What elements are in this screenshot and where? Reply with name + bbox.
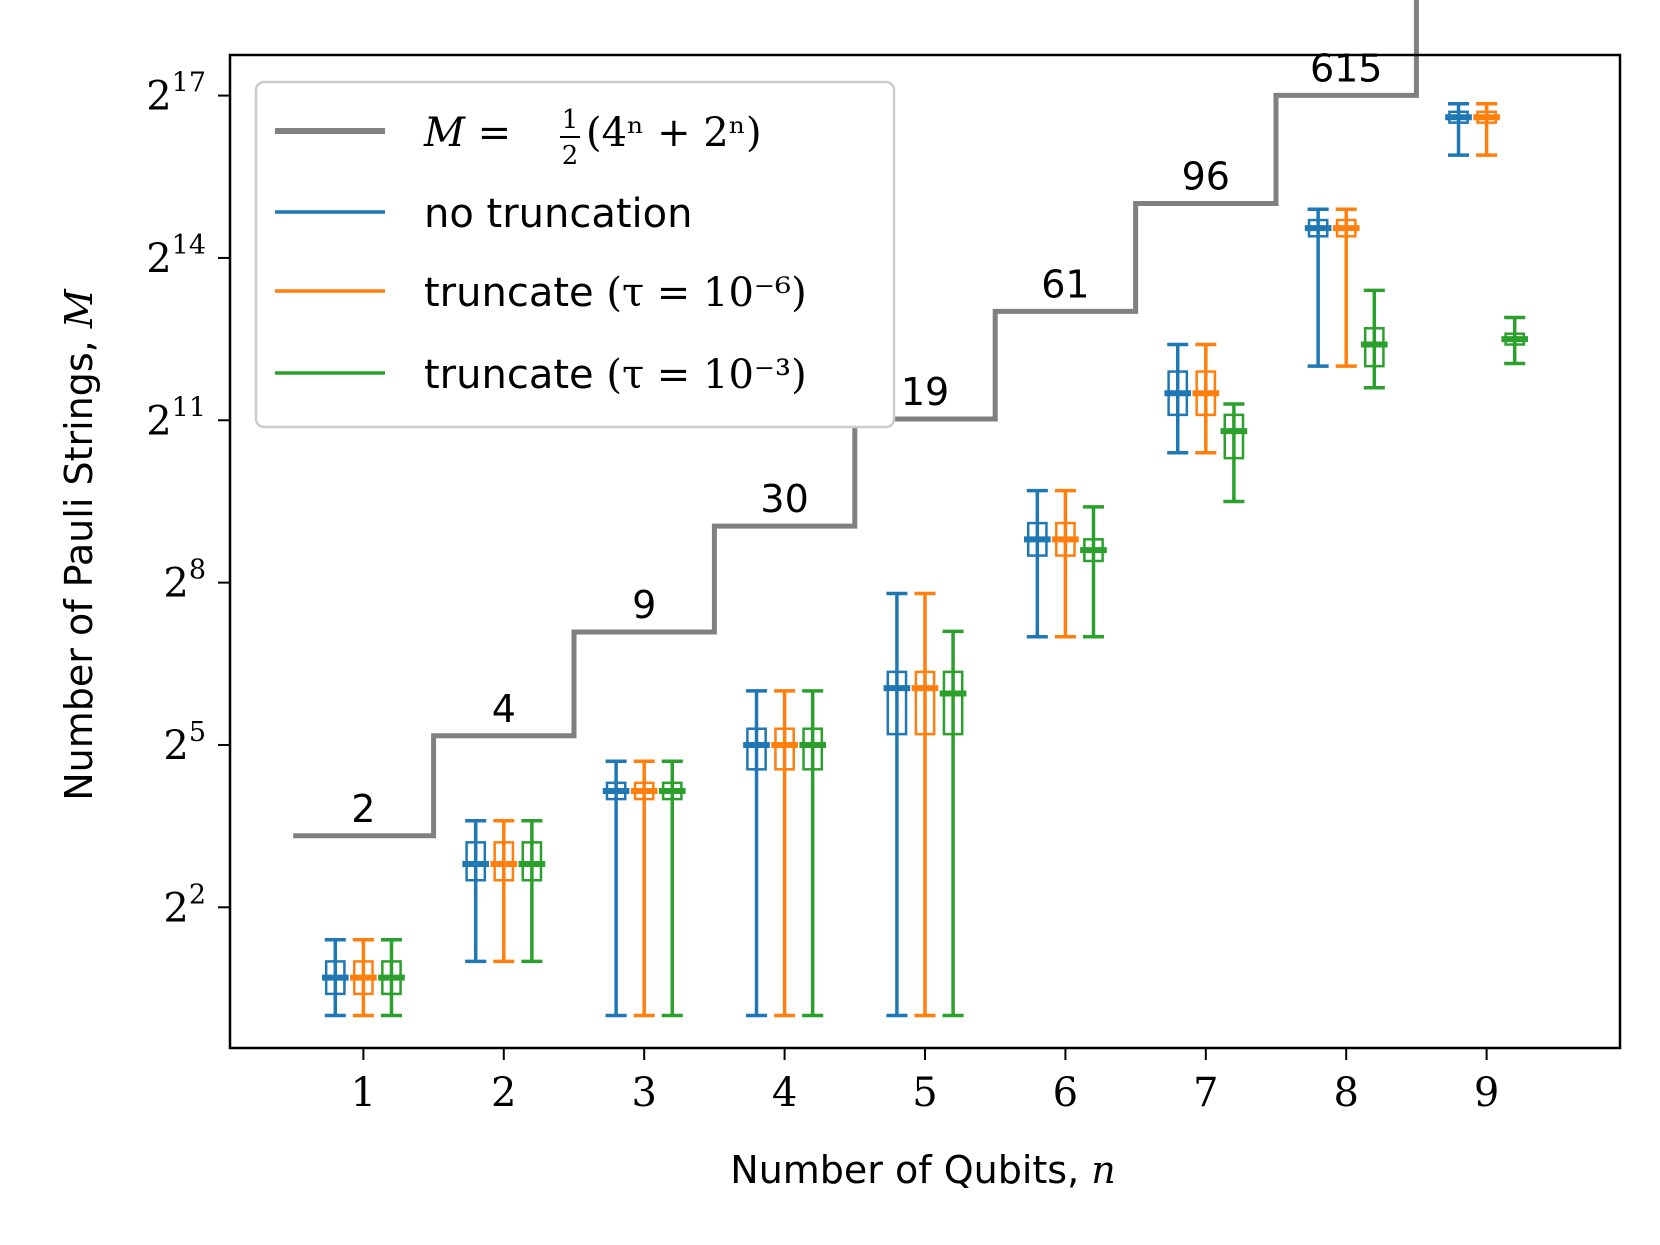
step-label: 615 <box>1310 46 1383 90</box>
x-axis-label: Number of Qubits, n <box>730 1148 1115 1192</box>
series-no-truncation <box>321 101 1472 1018</box>
x-tick-label: 3 <box>631 1070 656 1116</box>
x-tick-label: 6 <box>1053 1070 1078 1116</box>
legend-label-bound-frac-num: 1 <box>562 105 579 135</box>
step-label: 9 <box>632 583 656 627</box>
step-label: 96 <box>1182 155 1230 199</box>
bound-step-line <box>293 0 1419 839</box>
y-tick-label: 211 <box>146 392 206 444</box>
legend: M = 1 2 (4ⁿ + 2ⁿ) no truncation truncate… <box>254 80 896 429</box>
step-label: 4 <box>492 687 516 731</box>
legend-label-bound: M = <box>423 110 511 156</box>
iqr-box <box>1223 413 1245 460</box>
x-tick-label: 2 <box>491 1070 516 1116</box>
legend-label-bound-suffix: (4ⁿ + 2ⁿ) <box>586 110 762 156</box>
iqr-box <box>914 670 936 736</box>
legend-label-truncate-1e-6: truncate (τ = 10⁻⁶) <box>424 270 807 316</box>
iqr-box <box>942 670 964 736</box>
series-layer <box>321 101 1529 1018</box>
legend-label-bound-frac-den: 2 <box>562 141 579 171</box>
iqr-box <box>886 670 908 736</box>
legend-frame <box>254 80 896 429</box>
iqr-box <box>746 727 767 771</box>
step-label: 19 <box>901 370 949 414</box>
y-tick-label: 28 <box>163 555 206 607</box>
bound-step-path <box>293 0 1419 839</box>
x-tick-label: 8 <box>1333 1070 1358 1116</box>
x-tick-label: 5 <box>912 1070 937 1116</box>
iqr-box <box>802 727 824 771</box>
y-tick-label: 25 <box>163 717 206 769</box>
x-tick-label: 9 <box>1474 1070 1499 1116</box>
y-tick-label: 22 <box>163 879 206 931</box>
series-truncate-1e-3 <box>378 288 1529 1018</box>
step-label: 2 <box>351 787 375 831</box>
iqr-box <box>774 727 795 771</box>
legend-label-no-truncation: no truncation <box>424 191 693 237</box>
legend-label-truncate-1e-3: truncate (τ = 10⁻³) <box>424 352 807 398</box>
x-tick-label: 7 <box>1193 1070 1218 1116</box>
y-axis-label: Number of Pauli Strings, M <box>57 288 101 801</box>
y-tick-label: 214 <box>146 230 206 282</box>
x-tick-label: 1 <box>351 1070 376 1116</box>
step-label: 30 <box>760 477 808 521</box>
y-tick-label: 217 <box>146 68 206 120</box>
x-tick-label: 4 <box>772 1070 797 1116</box>
step-label: 61 <box>1041 262 1089 306</box>
series-truncate-1e-6 <box>350 101 1500 1018</box>
